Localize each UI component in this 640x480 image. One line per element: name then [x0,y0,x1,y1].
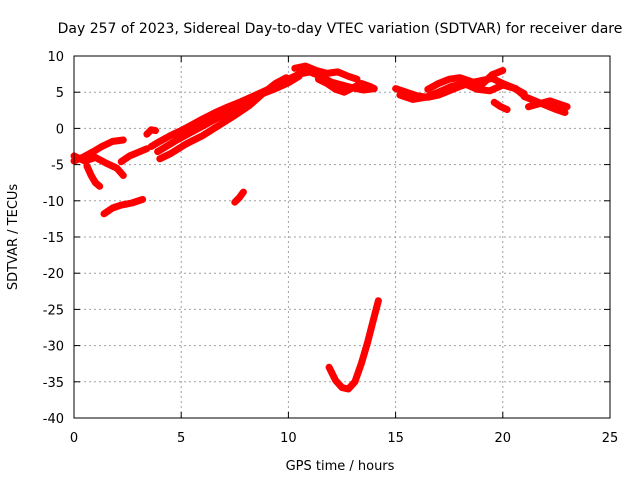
plot-frame [73,55,611,419]
series-track-e [117,145,151,166]
y-tick-label: 5 [56,86,64,101]
y-tick-label: -40 [43,412,64,427]
chart-title: Day 257 of 2023, Sidereal Day-to-day VTE… [58,21,623,37]
series-track-p [424,67,507,93]
series-track-o [396,80,528,103]
data-series [70,62,571,393]
x-tick-label: 25 [602,431,619,446]
series-track-q [490,98,511,114]
series-track-c [83,162,104,190]
y-tick-label: 10 [47,50,64,65]
series-track-h [156,74,290,163]
series-track-g [154,72,303,156]
series-track-t [325,297,382,393]
x-tick-label: 20 [495,431,512,446]
grid [74,56,610,418]
series-track-l [291,62,361,83]
y-tick-label: -35 [43,376,64,391]
y-tick-label: -15 [43,231,64,246]
y-tick-label: -30 [43,340,64,355]
y-axis-label: SDTVAR / TECUs [6,184,21,291]
x-axis-label: GPS time / hours [286,459,395,474]
series-track-m [314,75,378,96]
series-track-k [284,68,378,94]
series-track-j [231,188,247,206]
y-tick-label: -5 [51,159,64,174]
x-tick-label: 10 [280,431,297,446]
y-tick-label: -25 [43,303,64,318]
y-tick-label: -10 [43,195,64,210]
series-track-b [70,152,127,179]
x-tick-label: 5 [177,431,185,446]
x-tick-label: 15 [387,431,404,446]
y-tick-label: 0 [56,122,64,137]
x-tick-label: 0 [70,431,78,446]
axis-ticks: 0 5 10 15 20 25 -40 -35 -30 -25 -20 -15 -10 -5 0 5 10 [43,50,619,446]
y-tick-label: -20 [43,267,64,282]
series-track-s [525,97,571,111]
series-track-d [100,195,147,218]
series-track-i [143,126,159,138]
